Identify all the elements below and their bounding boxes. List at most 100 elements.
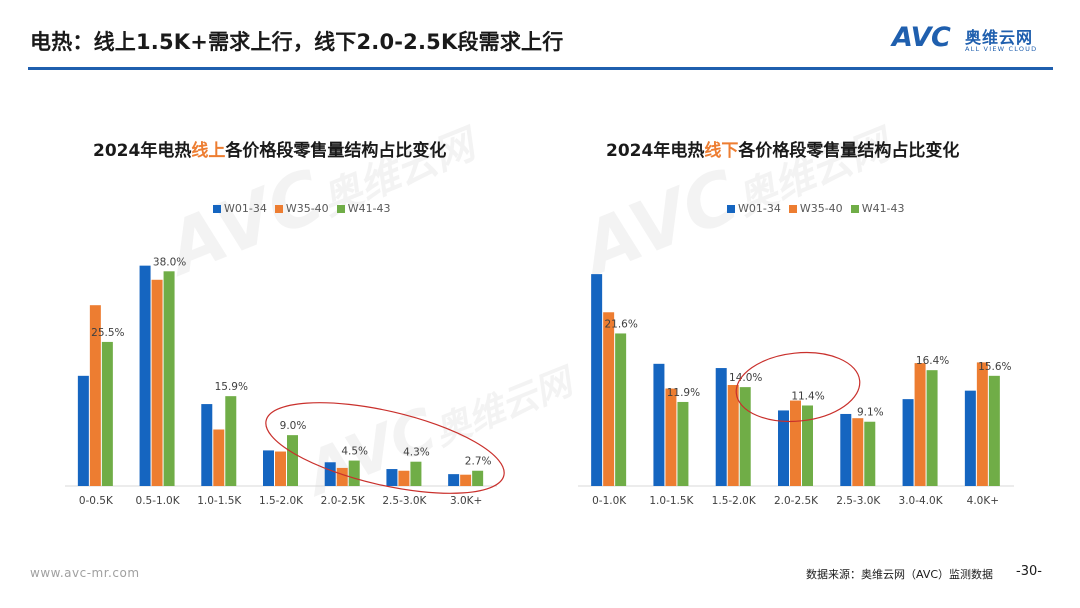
category-label: 2.5-3.0K: [836, 495, 881, 507]
bar-w35-40: [398, 470, 410, 486]
bar-w35-40: [914, 363, 926, 486]
avc-logo: AVC 奥维云网 ALL VIEW CLOUD: [892, 22, 1062, 62]
data-label: 14.0%: [729, 372, 762, 384]
bar-w41-43: [864, 421, 876, 486]
bar-w01-34: [263, 450, 274, 486]
bar-w35-40: [213, 429, 225, 486]
bar-w41-43: [802, 405, 813, 486]
category-label: 1.0-1.5K: [649, 495, 694, 507]
category-label: 0-0.5K: [79, 495, 114, 507]
bar-w35-40: [336, 467, 348, 486]
legend-label: W41-43: [347, 202, 391, 215]
category-label: 2.0-2.5K: [321, 495, 366, 507]
category-label: 3.0-4.0K: [899, 495, 944, 507]
legend-label: W41-43: [861, 202, 905, 215]
legend-item-w41-43: W41-43: [336, 202, 391, 215]
bar-w35-40: [852, 418, 864, 486]
category-label: 2.5-3.0K: [382, 495, 427, 507]
data-label: 16.4%: [916, 355, 949, 367]
legend-label: W01-34: [224, 202, 267, 215]
legend-swatch-orange: [274, 204, 283, 213]
category-label: 1.5-2.0K: [259, 495, 304, 507]
bar-w41-43: [615, 333, 627, 486]
bar-w35-40: [151, 279, 163, 486]
category-label: 4.0K+: [967, 495, 999, 507]
data-label: 21.6%: [604, 318, 637, 330]
bar-w41-43: [410, 461, 422, 486]
bar-chart-online: 25.5% 0-0.5K 38.0% 0.5-1.0K 15.9% 1.0-1.5K 9.0…: [65, 256, 505, 507]
bar-w35-40: [603, 312, 615, 486]
legend-item-w01-34: W01-34: [727, 202, 781, 215]
bar-w35-40: [727, 385, 739, 486]
page-number: -30-: [1016, 564, 1042, 579]
page-title: 电热：线上1.5K+需求上行，线下2.0-2.5K段需求上行: [30, 30, 564, 54]
bar-w01-34: [715, 368, 727, 486]
data-label: 38.0%: [153, 256, 186, 268]
bar-w01-34: [778, 410, 789, 486]
bar-w35-40: [89, 305, 101, 486]
bar-w01-34: [386, 469, 398, 486]
data-label: 11.9%: [667, 387, 700, 399]
bar-w35-40: [790, 400, 801, 486]
bar-w41-43: [677, 401, 689, 486]
legend-swatch-green: [336, 204, 345, 213]
data-label: 9.0%: [280, 420, 307, 432]
bar-chart-offline: 21.6% 0-1.0K 11.9% 1.0-1.5K 14.0% 1.5-2.0K 11.…: [578, 274, 1014, 507]
logo-chinese-name: 奥维云网: [965, 28, 1034, 47]
highlight-ellipse: [265, 402, 505, 494]
legend-swatch-green: [850, 204, 859, 213]
category-label: 3.0K+: [450, 495, 482, 507]
bar-w41-43: [348, 460, 360, 486]
data-label: 11.4%: [791, 390, 824, 402]
footer-source: 数据来源：奥维云网（AVC）监测数据: [806, 568, 994, 581]
chart-title-online: 2024年电热线上各价格段零售量结构占比变化: [93, 136, 446, 161]
bar-w01-34: [448, 474, 460, 486]
bar-w35-40: [460, 474, 472, 486]
bar-w01-34: [964, 390, 976, 486]
legend-offline: W01-34 W35-40 W41-43: [727, 202, 905, 215]
data-label: 4.5%: [341, 446, 368, 458]
legend-label: W01-34: [738, 202, 781, 215]
chart-title-offline-suffix: 各价格段零售量结构占比变化: [738, 141, 960, 161]
bar-w41-43: [472, 470, 484, 486]
bar-w01-34: [840, 413, 852, 486]
legend-label: W35-40: [799, 202, 843, 215]
bar-w41-43: [988, 375, 1000, 486]
bar-w41-43: [739, 387, 751, 486]
legend-item-w41-43: W41-43: [850, 202, 905, 215]
legend-swatch-orange: [788, 204, 797, 213]
bar-w01-34: [653, 363, 665, 486]
chart-title-offline-prefix: 2024年电热: [606, 141, 705, 161]
bar-w01-34: [324, 462, 336, 486]
category-label: 0.5-1.0K: [136, 495, 181, 507]
chart-title-offline: 2024年电热线下各价格段零售量结构占比变化: [606, 136, 959, 161]
bar-w01-34: [902, 399, 914, 486]
bar-w41-43: [926, 370, 938, 486]
chart-title-offline-highlight: 线下: [704, 141, 739, 161]
category-label: 1.0-1.5K: [197, 495, 242, 507]
bar-w41-43: [101, 341, 113, 486]
footer-url: www.avc-mr.com: [30, 566, 140, 580]
data-label: 2.7%: [465, 456, 492, 468]
category-label: 2.0-2.5K: [774, 495, 819, 507]
chart-title-online-suffix: 各价格段零售量结构占比变化: [225, 141, 447, 161]
chart-title-online-highlight: 线上: [191, 141, 226, 161]
data-label: 4.3%: [403, 447, 430, 459]
category-label: 0-1.0K: [592, 495, 627, 507]
bar-w01-34: [591, 274, 603, 486]
legend-item-w35-40: W35-40: [788, 202, 843, 215]
bar-w35-40: [976, 362, 988, 486]
legend-swatch-blue: [213, 204, 221, 213]
logo-english-name: ALL VIEW CLOUD: [965, 45, 1038, 53]
category-label: 1.5-2.0K: [712, 495, 757, 507]
chart-title-online-prefix: 2024年电热: [93, 141, 192, 161]
bar-w01-34: [139, 265, 151, 486]
data-label: 25.5%: [91, 327, 124, 339]
header-divider: [28, 67, 1053, 70]
legend-label: W35-40: [285, 202, 329, 215]
logo-letters: AVC: [892, 22, 951, 53]
legend-swatch-blue: [727, 204, 735, 213]
bar-w41-43: [225, 396, 237, 486]
bar-w01-34: [77, 375, 89, 486]
data-label: 15.6%: [978, 361, 1011, 373]
